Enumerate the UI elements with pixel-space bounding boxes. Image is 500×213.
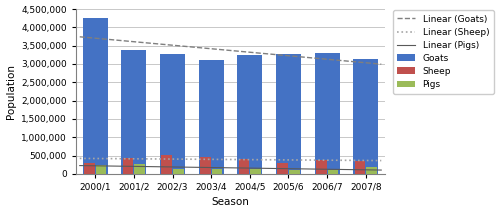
Bar [84, 163, 95, 174]
Linear (Sheep) [77, 157, 83, 160]
Bar [82, 18, 108, 174]
Line: Linear (Sheep): Linear (Sheep) [80, 158, 382, 161]
Bar [276, 54, 301, 174]
Bar [173, 169, 184, 174]
Bar [328, 170, 338, 174]
Linear (Sheep) [147, 158, 153, 160]
Bar [289, 170, 300, 174]
Bar [238, 159, 250, 174]
Bar [353, 59, 378, 174]
Linear (Pigs) [134, 165, 140, 168]
Linear (Sheep) [378, 159, 384, 162]
Bar [212, 169, 222, 174]
Line: Linear (Goats): Linear (Goats) [80, 37, 382, 64]
Linear (Goats) [363, 62, 369, 64]
Bar [314, 53, 340, 174]
Linear (Goats) [378, 63, 384, 65]
Bar [200, 157, 211, 174]
Line: Linear (Pigs): Linear (Pigs) [80, 166, 382, 170]
Linear (Goats) [256, 52, 262, 54]
Bar [198, 60, 224, 174]
Bar [278, 163, 288, 174]
Linear (Pigs) [363, 168, 369, 171]
Linear (Goats) [232, 50, 238, 52]
Linear (Goats) [77, 36, 83, 38]
X-axis label: Season: Season [212, 197, 250, 207]
Bar [162, 155, 172, 174]
Bar [250, 169, 261, 174]
Linear (Sheep) [363, 159, 369, 162]
Bar [96, 165, 106, 174]
Bar [366, 167, 377, 174]
Linear (Pigs) [354, 168, 360, 171]
Bar [354, 161, 366, 174]
Bar [122, 50, 146, 174]
Linear (Goats) [354, 61, 360, 63]
Bar [122, 158, 134, 174]
Linear (Sheep) [354, 159, 360, 162]
Linear (Pigs) [147, 165, 153, 168]
Linear (Sheep) [232, 158, 238, 161]
Bar [134, 164, 145, 174]
Bar [160, 54, 185, 174]
Legend: Linear (Goats), Linear (Sheep), Linear (Pigs), Goats, Sheep, Pigs: Linear (Goats), Linear (Sheep), Linear (… [392, 10, 494, 94]
Bar [238, 55, 262, 174]
Linear (Pigs) [232, 167, 238, 169]
Linear (Pigs) [378, 169, 384, 171]
Bar [316, 160, 327, 174]
Linear (Sheep) [256, 158, 262, 161]
Linear (Goats) [134, 41, 140, 43]
Y-axis label: Population: Population [6, 64, 16, 119]
Linear (Pigs) [77, 164, 83, 167]
Linear (Pigs) [256, 167, 262, 170]
Linear (Goats) [147, 42, 153, 45]
Linear (Sheep) [134, 158, 140, 160]
